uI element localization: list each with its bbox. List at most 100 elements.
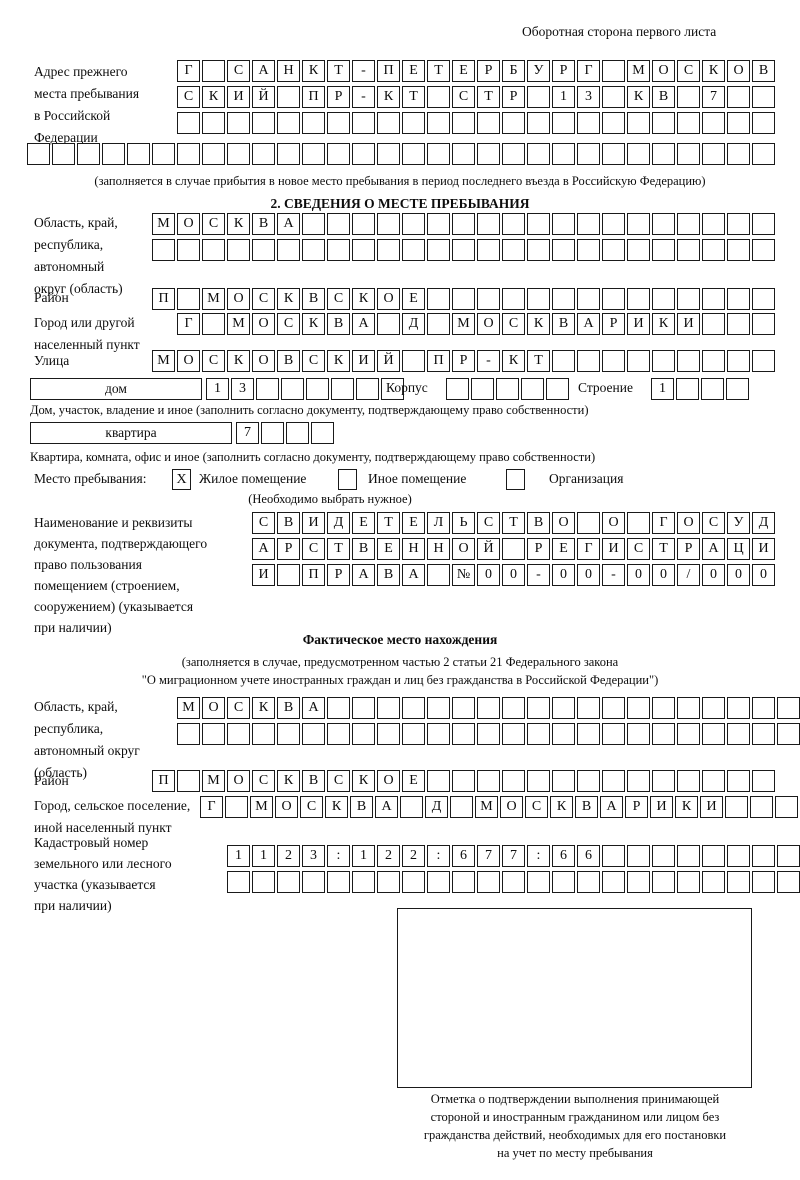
section2-street-row-cell-7[interactable]: К: [327, 350, 350, 372]
previous-address-row-1-cell-2[interactable]: С: [227, 60, 250, 82]
previous-address-row-4-cell-1[interactable]: [52, 143, 75, 165]
document-row-3-cell-10[interactable]: 0: [502, 564, 525, 586]
previous-address-row-3-cell-6[interactable]: [327, 112, 350, 134]
actual-region-row-2-cell-4[interactable]: [277, 723, 300, 745]
cadastral-row-2-cell-8[interactable]: [427, 871, 450, 893]
cadastral-row-1-cell-18[interactable]: [677, 845, 700, 867]
document-row-1-cell-13[interactable]: [577, 512, 600, 534]
section2-city-row-cell-1[interactable]: [202, 313, 225, 335]
section2-street-row-cell-22[interactable]: [702, 350, 725, 372]
section2-street-row-cell-10[interactable]: [402, 350, 425, 372]
actual-region-row-1-cell-14[interactable]: [527, 697, 550, 719]
previous-address-row-3-cell-21[interactable]: [702, 112, 725, 134]
cadastral-row-2-cell-6[interactable]: [377, 871, 400, 893]
document-row-2-cell-5[interactable]: Е: [377, 538, 400, 560]
cadastral-row-1-cell-19[interactable]: [702, 845, 725, 867]
section2-district-row-cell-6[interactable]: В: [302, 288, 325, 310]
section2-district-row-cell-23[interactable]: [727, 288, 750, 310]
actual-region-row-1-cell-12[interactable]: [477, 697, 500, 719]
section2-region-row-1-cell-21[interactable]: [677, 213, 700, 235]
cadastral-row-2-cell-22[interactable]: [777, 871, 800, 893]
cadastral-row-2-cell-21[interactable]: [752, 871, 775, 893]
cadastral-row-2-cell-2[interactable]: [277, 871, 300, 893]
section2-region-row-1-cell-1[interactable]: О: [177, 213, 200, 235]
actual-region-row-1-cell-1[interactable]: О: [202, 697, 225, 719]
actual-district-row-cell-11[interactable]: [427, 770, 450, 792]
actual-city-row-cell-23[interactable]: [775, 796, 798, 818]
actual-city-row-cell-3[interactable]: О: [275, 796, 298, 818]
document-row-1-cell-1[interactable]: В: [277, 512, 300, 534]
actual-region-row-2-cell-14[interactable]: [527, 723, 550, 745]
section2-street-row-cell-3[interactable]: К: [227, 350, 250, 372]
document-row-1-cell-16[interactable]: Г: [652, 512, 675, 534]
actual-district-row-cell-17[interactable]: [577, 770, 600, 792]
actual-district-row-cell-9[interactable]: О: [377, 770, 400, 792]
actual-region-row-2-cell-12[interactable]: [477, 723, 500, 745]
previous-address-row-3-cell-15[interactable]: [552, 112, 575, 134]
actual-district-row-cell-15[interactable]: [527, 770, 550, 792]
document-row-2-cell-18[interactable]: А: [702, 538, 725, 560]
actual-region-row-2-cell-2[interactable]: [227, 723, 250, 745]
flat-label-box[interactable]: квартира: [30, 422, 232, 444]
previous-address-row-4-cell-29[interactable]: [752, 143, 775, 165]
previous-address-row-4-cell-27[interactable]: [702, 143, 725, 165]
korpus-digits-cell-3[interactable]: [521, 378, 544, 400]
document-row-2-cell-11[interactable]: Р: [527, 538, 550, 560]
actual-region-row-2-cell-21[interactable]: [702, 723, 725, 745]
actual-region-row-2-cell-11[interactable]: [452, 723, 475, 745]
section2-region-row-1-cell-20[interactable]: [652, 213, 675, 235]
section2-region-row-2-cell-6[interactable]: [302, 239, 325, 261]
previous-address-row-4-cell-11[interactable]: [302, 143, 325, 165]
section2-street-row-cell-2[interactable]: С: [202, 350, 225, 372]
previous-address-row-2-cell-13[interactable]: Р: [502, 86, 525, 108]
actual-district-row-cell-18[interactable]: [602, 770, 625, 792]
previous-address-row-1-cell-17[interactable]: [602, 60, 625, 82]
section2-city-row-cell-20[interactable]: И: [677, 313, 700, 335]
section2-district-row-cell-15[interactable]: [527, 288, 550, 310]
document-row-2-cell-2[interactable]: С: [302, 538, 325, 560]
section2-street-row-cell-20[interactable]: [652, 350, 675, 372]
section2-region-row-1-cell-19[interactable]: [627, 213, 650, 235]
cadastral-row-1-cell-14[interactable]: 6: [577, 845, 600, 867]
actual-region-row-1-cell-20[interactable]: [677, 697, 700, 719]
previous-address-row-1-cell-15[interactable]: Р: [552, 60, 575, 82]
section2-city-row-cell-7[interactable]: А: [352, 313, 375, 335]
section2-city-row-cell-8[interactable]: [377, 313, 400, 335]
previous-address-row-2-cell-23[interactable]: [752, 86, 775, 108]
actual-district-row-cell-14[interactable]: [502, 770, 525, 792]
previous-address-row-4-cell-21[interactable]: [552, 143, 575, 165]
section2-region-row-2-cell-20[interactable]: [652, 239, 675, 261]
cadastral-row-1-cell-2[interactable]: 2: [277, 845, 300, 867]
actual-region-row-1-cell-7[interactable]: [352, 697, 375, 719]
section2-street-row-cell-8[interactable]: И: [352, 350, 375, 372]
actual-city-row-cell-12[interactable]: О: [500, 796, 523, 818]
cadastral-row-1-cell-6[interactable]: 2: [377, 845, 400, 867]
previous-address-row-2-cell-20[interactable]: [677, 86, 700, 108]
actual-district-row-cell-19[interactable]: [627, 770, 650, 792]
section2-district-row-cell-11[interactable]: [427, 288, 450, 310]
stay-type-checkbox-residential[interactable]: X: [172, 469, 191, 490]
previous-address-row-3-cell-22[interactable]: [727, 112, 750, 134]
previous-address-row-2-cell-12[interactable]: Т: [477, 86, 500, 108]
actual-region-row-1-cell-2[interactable]: С: [227, 697, 250, 719]
section2-street-row-cell-0[interactable]: М: [152, 350, 175, 372]
section2-region-row-2-cell-18[interactable]: [602, 239, 625, 261]
korpus-digits-cell-0[interactable]: [446, 378, 469, 400]
house-digits-cell-6[interactable]: [356, 378, 379, 400]
actual-region-row-2-cell-17[interactable]: [602, 723, 625, 745]
document-row-1-cell-7[interactable]: Л: [427, 512, 450, 534]
actual-region-row-1-cell-16[interactable]: [577, 697, 600, 719]
previous-address-row-4-cell-22[interactable]: [577, 143, 600, 165]
document-row-3-cell-7[interactable]: [427, 564, 450, 586]
document-row-3-cell-4[interactable]: А: [352, 564, 375, 586]
document-row-2-cell-8[interactable]: О: [452, 538, 475, 560]
section2-region-row-1-cell-11[interactable]: [427, 213, 450, 235]
section2-region-row-2-cell-0[interactable]: [152, 239, 175, 261]
section2-street-row-cell-1[interactable]: О: [177, 350, 200, 372]
section2-street-row-cell-16[interactable]: [552, 350, 575, 372]
section2-region-row-2-cell-24[interactable]: [752, 239, 775, 261]
actual-city-row-cell-16[interactable]: А: [600, 796, 623, 818]
cadastral-row-1-cell-8[interactable]: :: [427, 845, 450, 867]
section2-district-row-cell-17[interactable]: [577, 288, 600, 310]
section2-district-row-cell-24[interactable]: [752, 288, 775, 310]
